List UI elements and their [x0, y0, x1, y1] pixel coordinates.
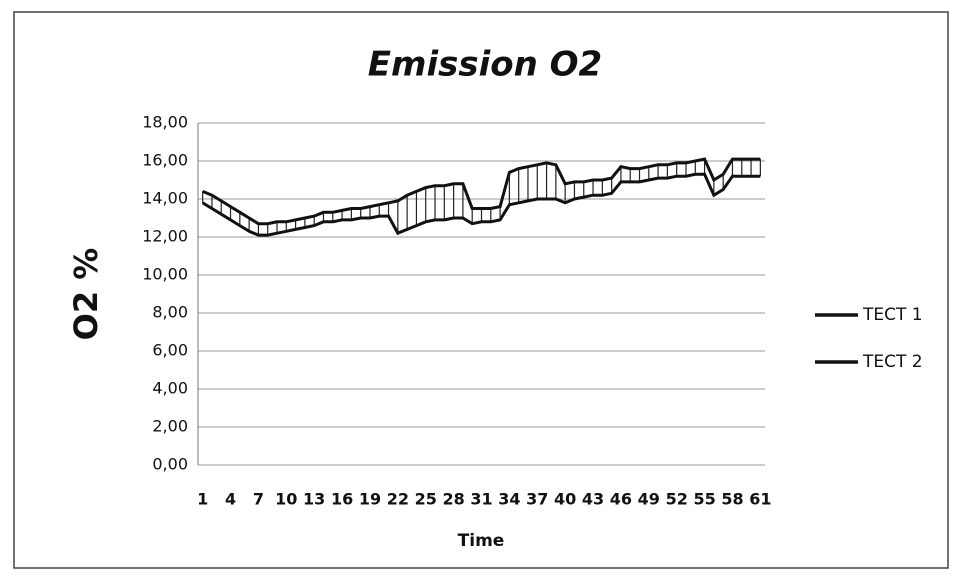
x-tick-label: 46 [610, 490, 632, 509]
y-axis-label: O2 % [67, 248, 105, 341]
y-tick-label: 10,00 [142, 265, 188, 284]
x-tick-label: 40 [554, 490, 576, 509]
x-tick-label: 37 [526, 490, 548, 509]
x-axis-label: Time [458, 531, 505, 551]
x-tick-label: 43 [582, 490, 604, 509]
x-tick-label: 16 [331, 490, 353, 509]
x-tick-label: 10 [275, 490, 297, 509]
y-tick-label: 2,00 [152, 417, 188, 436]
x-tick-label: 4 [225, 490, 236, 509]
x-tick-label: 52 [666, 490, 688, 509]
series-line [201, 172, 761, 237]
y-tick-label: 8,00 [152, 303, 188, 322]
legend-label: TECT 2 [862, 352, 923, 372]
y-tick-label: 0,00 [152, 455, 188, 474]
x-tick-label: 31 [470, 490, 492, 509]
y-tick-label: 12,00 [142, 227, 188, 246]
x-tick-label: 25 [415, 490, 437, 509]
x-tick-label: 49 [638, 490, 660, 509]
x-tick-label: 1 [197, 490, 208, 509]
legend-label: TECT 1 [862, 305, 923, 325]
x-tick-label: 28 [442, 490, 464, 509]
y-tick-label: 4,00 [152, 379, 188, 398]
y-tick-label: 14,00 [142, 189, 188, 208]
y-tick-label: 18,00 [142, 113, 188, 132]
x-tick-label: 13 [303, 490, 325, 509]
y-tick-label: 6,00 [152, 341, 188, 360]
x-tick-label: 34 [498, 490, 520, 509]
series-line [202, 157, 761, 226]
y-tick-label: 16,00 [142, 151, 188, 170]
x-tick-label: 22 [387, 490, 409, 509]
x-tick-label: 61 [749, 490, 771, 509]
x-tick-label: 19 [359, 490, 381, 509]
x-tick-label: 58 [721, 490, 743, 509]
x-tick-label: 55 [693, 490, 715, 509]
chart-frame [13, 11, 949, 569]
chart-title: Emission O2 [368, 45, 602, 85]
x-tick-label: 7 [253, 490, 264, 509]
